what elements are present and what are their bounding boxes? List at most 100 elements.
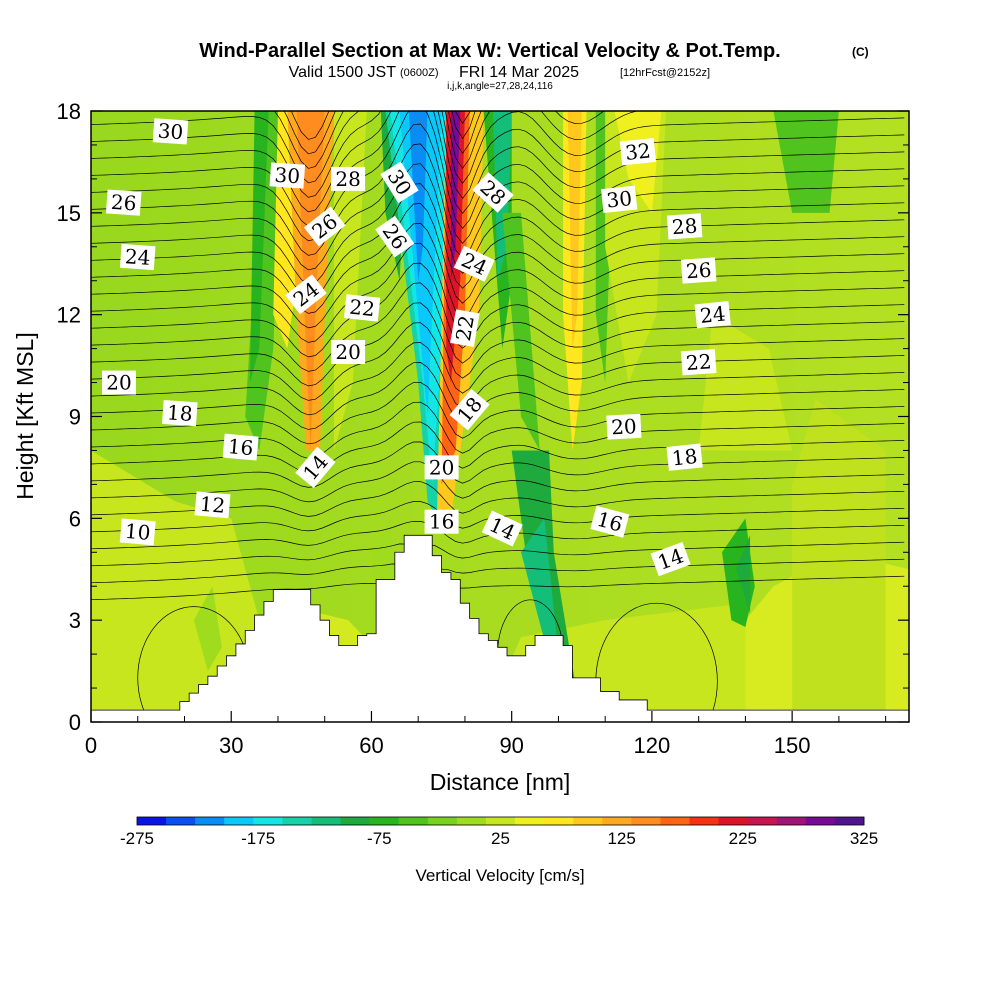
theta-contour: [91, 111, 905, 242]
x-tick-label: 30: [219, 733, 243, 758]
subtitle-utc: (0600Z): [400, 67, 439, 79]
colorbar-swatch: [340, 817, 371, 825]
contour-label: 10: [119, 518, 156, 546]
subtitle-forecast: [12hrFcst@2152z]: [620, 67, 710, 79]
colorbar-swatch: [398, 817, 429, 825]
contour-label: 32: [619, 137, 657, 166]
contour-label-box: [119, 243, 156, 271]
x-tick-label: 60: [359, 733, 383, 758]
theta-contour: [91, 302, 905, 387]
y-tick-label: 12: [57, 303, 81, 328]
contour-label-box: [424, 455, 459, 480]
downdraft-band: [193, 586, 222, 672]
downdraft-band: [245, 111, 283, 451]
colorbar-tick-label: 225: [729, 829, 757, 848]
theta-contour: [91, 282, 905, 372]
contour-label: 18: [666, 443, 703, 471]
colorbar-swatch: [776, 817, 807, 825]
updraft-band: [450, 111, 461, 281]
colorbar: -275 -175 -75 25 125 225 325: [120, 816, 878, 848]
colorbar-swatch: [224, 817, 254, 825]
theta-contour: [91, 222, 905, 329]
x-axis-label: Distance [nm]: [430, 769, 571, 795]
copyright-mark: (C): [852, 45, 869, 59]
colorbar-swatch: [834, 817, 865, 825]
contour-label-box: [331, 166, 366, 191]
contour-label-box: [162, 399, 198, 427]
contour-label-text: 20: [335, 340, 360, 364]
theta-contour: [91, 163, 905, 285]
contour-label-box: [222, 433, 259, 461]
colorbar-swatch: [282, 817, 312, 825]
x-tick-label: 0: [85, 733, 97, 758]
contour-label: 26: [105, 189, 142, 216]
contour-label: 26: [680, 257, 717, 284]
contour-label-box: [295, 446, 336, 489]
contour-label: 30: [269, 162, 306, 189]
colorbar-swatch: [631, 817, 661, 825]
contour-label-box: [375, 215, 415, 258]
theta-contour: [91, 541, 905, 567]
contour-label-box: [606, 413, 642, 440]
colorbar-swatch: [456, 817, 487, 825]
contour-label-text: 16: [429, 510, 454, 534]
contour-label-box: [619, 137, 657, 166]
y-tick-label: 0: [69, 710, 81, 735]
contour-label: 12: [194, 491, 231, 519]
colorbar-swatch: [166, 817, 196, 825]
contour-label-text: 22: [685, 349, 712, 375]
contour-label-box: [102, 370, 136, 395]
contour-label-text: 12: [199, 492, 226, 518]
colorbar-swatch: [544, 817, 574, 825]
contour-label-text: 20: [611, 414, 638, 439]
contour-label: 20: [331, 340, 366, 364]
contour-label: 20: [102, 370, 136, 395]
downdraft-band: [736, 535, 751, 614]
colorbar-swatch: [805, 817, 836, 825]
colorbar-swatch: [137, 817, 167, 825]
colorbar-swatch: [253, 817, 283, 825]
contour-label-text: 22: [348, 295, 376, 322]
contour-label-text: 26: [685, 258, 712, 284]
contour-label-box: [601, 185, 638, 214]
contour-label: 16: [222, 433, 259, 461]
theta-contour: [91, 381, 905, 445]
contour-label-text: 28: [671, 214, 698, 240]
colorbar-swatch: [747, 817, 778, 825]
x-tick-label: 120: [634, 733, 671, 758]
theta-contour: [91, 441, 905, 488]
contour-label-box: [152, 118, 189, 145]
contour-label: 18: [162, 399, 198, 427]
colorbar-swatch: [515, 817, 545, 825]
theta-contour: [91, 242, 905, 343]
theta-contour: [91, 111, 905, 213]
contour-label: 22: [343, 294, 381, 322]
colorbar-swatch: [427, 817, 458, 825]
colorbar-swatch: [369, 817, 400, 825]
theta-contour: [91, 203, 905, 314]
contour-label: 22: [450, 309, 480, 348]
downdraft-band: [408, 111, 428, 281]
contour-label-box: [650, 542, 691, 577]
contour-label: 24: [694, 300, 731, 329]
terrain: [91, 534, 909, 722]
contour-label-box: [194, 491, 231, 519]
y-axis-label: Height [Kft MSL]: [12, 332, 38, 499]
contour-label-box: [449, 388, 490, 431]
contour-label-box: [666, 213, 703, 240]
contour-label-text: 18: [166, 400, 193, 426]
contour-label-text: 24: [699, 301, 727, 328]
colorbar-swatch: [689, 817, 719, 825]
contour-label: 20: [606, 413, 642, 440]
contour-label-box: [590, 505, 630, 538]
contour-label: 24: [453, 245, 495, 282]
y-tick-label: 18: [57, 99, 81, 124]
contour-label-box: [472, 172, 514, 213]
downdraft-band: [502, 212, 540, 451]
contour-label-text: 30: [157, 119, 184, 145]
colorbar-tick-label: 325: [850, 829, 878, 848]
contour-label-box: [380, 161, 419, 204]
contour-label-box: [343, 294, 381, 322]
colorbar-tick-label: -75: [367, 829, 392, 848]
downdraft-band: [249, 111, 269, 383]
